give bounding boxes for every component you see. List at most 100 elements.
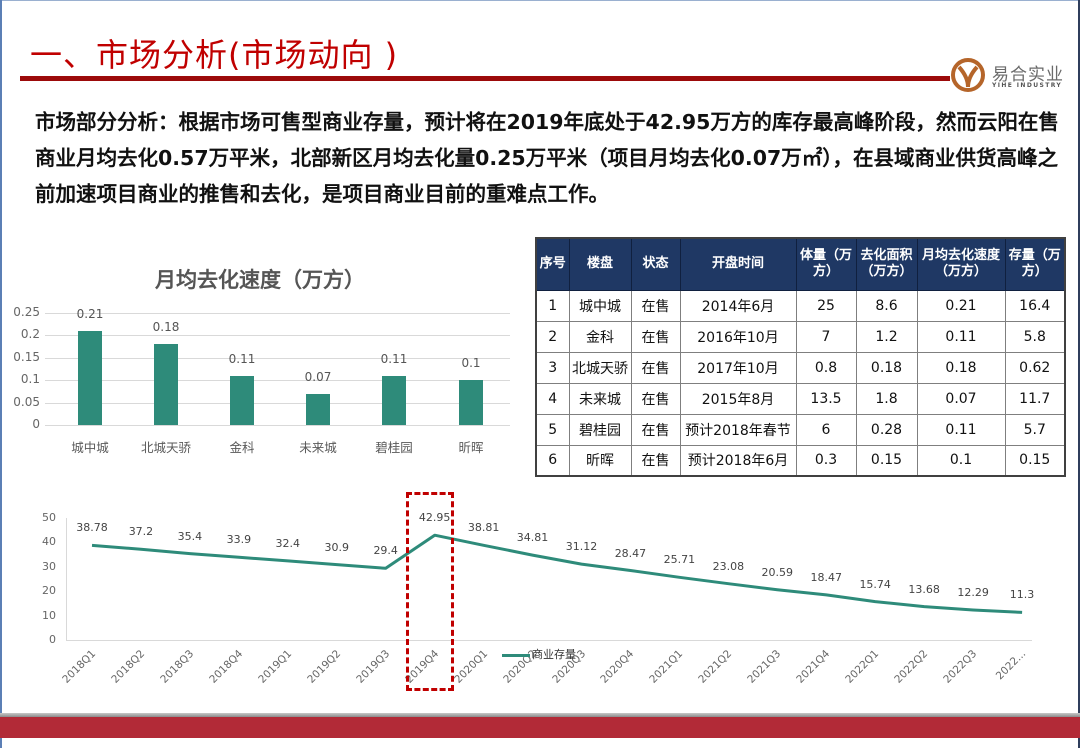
bar-value-label: 0.07	[304, 369, 332, 384]
bar-x-category: 城中城	[71, 440, 109, 455]
line-chart-legend: 商业存量	[502, 646, 576, 662]
col-header-index: 序号	[535, 237, 570, 291]
line-value-label: 37.2	[128, 525, 154, 539]
table-row: 1 城中城 在售 2014年6月 25 8.6 0.21 16.4	[535, 289, 1066, 322]
bar	[154, 344, 178, 425]
cell-volume: 0.8	[795, 351, 857, 384]
cell-sold-area: 0.28	[855, 413, 918, 446]
col-header-open-date: 开盘时间	[679, 237, 797, 291]
analysis-paragraph: 市场部分分析：根据市场可售型商业存量，预计将在2019年底处于42.95万方的库…	[35, 110, 1059, 206]
line-value-label: 15.74	[859, 577, 891, 591]
bar	[78, 330, 102, 425]
legend-line-swatch	[502, 653, 530, 657]
bar-x-category: 北城天骄	[140, 440, 191, 455]
line-value-label: 29.4	[373, 544, 398, 558]
cell-monthly-speed: 0.1	[916, 444, 1006, 477]
project-table: 序号 楼盘 状态 开盘时间 体量（万方） 去化面积（万方） 月均去化速度（万方）…	[535, 237, 1066, 477]
line-value-label: 28.47	[614, 546, 647, 560]
bar	[382, 375, 406, 425]
col-header-status: 状态	[630, 237, 681, 291]
bar-gridline	[45, 402, 510, 404]
table-header-row: 序号 楼盘 状态 开盘时间 体量（万方） 去化面积（万方） 月均去化速度（万方）…	[535, 237, 1066, 291]
cell-open-date: 2015年8月	[679, 382, 797, 415]
peak-highlight-box	[406, 492, 454, 691]
line-value-label: 38.78	[76, 521, 108, 535]
cell-volume: 25	[795, 289, 857, 322]
line-value-label: 33.9	[226, 533, 252, 547]
footer-bar	[0, 717, 1080, 738]
line-y-tick: 40	[42, 535, 56, 549]
line-value-label: 13.68	[908, 582, 940, 596]
bar-y-tick: 0.05	[13, 394, 40, 409]
cell-open-date: 2014年6月	[679, 289, 797, 322]
line-value-label: 20.59	[761, 565, 794, 579]
cell-project: 昕晖	[568, 444, 632, 477]
line-value-label: 23.08	[712, 559, 745, 573]
line-value-label: 38.81	[467, 521, 500, 535]
title-underline	[20, 76, 950, 81]
line-value-label: 25.71	[663, 553, 696, 567]
bar-y-tick: 0.2	[20, 327, 40, 342]
line-value-label: 11.3	[1009, 588, 1035, 602]
cell-status: 在售	[630, 320, 681, 353]
bar-gridline	[45, 357, 510, 359]
line-y-tick: 10	[42, 608, 56, 622]
cell-sold-area: 0.15	[855, 444, 918, 477]
line-y-tick: 0	[49, 633, 56, 646]
bar-gridline	[45, 313, 510, 314]
logo-mark-icon	[951, 58, 985, 92]
cell-project: 碧桂园	[568, 413, 632, 446]
legend-label: 商业存量	[532, 648, 576, 661]
footer-shadow	[0, 713, 1080, 717]
line-value-label: 31.12	[565, 540, 598, 554]
company-logo: 易合实业 YIHE INDUSTRY	[950, 55, 1075, 95]
cell-status: 在售	[630, 413, 681, 446]
bar-value-label: 0.11	[228, 351, 256, 366]
cell-status: 在售	[630, 444, 681, 477]
window-right-border	[1078, 0, 1080, 748]
table-row: 4 未来城 在售 2015年8月 13.5 1.8 0.07 11.7	[535, 382, 1066, 415]
line-value-label: 32.4	[275, 536, 301, 550]
table-row: 6 昕晖 在售 预计2018年6月 0.3 0.15 0.1 0.15	[535, 444, 1066, 477]
cell-index: 1	[535, 289, 570, 322]
line-y-tick: 20	[42, 584, 56, 598]
cell-index: 5	[535, 413, 570, 446]
line-value-label: 35.4	[177, 529, 203, 543]
bar-x-category: 昕晖	[458, 440, 484, 455]
cell-stock: 0.15	[1004, 444, 1066, 477]
cell-stock: 5.8	[1004, 320, 1066, 353]
window-left-border	[0, 0, 2, 748]
cell-open-date: 预计2018年6月	[679, 444, 797, 477]
page-title: 一、市场分析(市场动向 )	[30, 36, 399, 74]
cell-stock: 16.4	[1004, 289, 1066, 322]
cell-stock: 0.62	[1004, 351, 1066, 384]
bar-x-category: 未来城	[299, 440, 337, 455]
line-value-label: 30.9	[324, 540, 350, 554]
line-y-axis	[66, 518, 67, 640]
line-x-axis	[66, 640, 1032, 641]
cell-project: 未来城	[568, 382, 632, 415]
col-header-sold-area: 去化面积（万方）	[855, 237, 918, 291]
bar-y-tick: 0.15	[13, 349, 40, 364]
bar	[306, 393, 330, 425]
bar-gridline	[45, 380, 510, 382]
cell-sold-area: 8.6	[855, 289, 918, 322]
logo-name-en: YIHE INDUSTRY	[992, 82, 1063, 89]
bar-gridline	[45, 335, 510, 337]
table-row: 5 碧桂园 在售 预计2018年春节 6 0.28 0.11 5.7	[535, 413, 1066, 446]
bar-value-label: 0.11	[380, 351, 408, 366]
bar-y-tick: 0.1	[20, 372, 40, 387]
col-header-volume: 体量（万方）	[795, 237, 857, 291]
bar-value-label: 0.18	[152, 320, 180, 335]
bar-value-label: 0.21	[76, 306, 104, 321]
cell-project: 城中城	[568, 289, 632, 322]
bar-x-category: 碧桂园	[375, 440, 413, 455]
bar-value-label: 0.1	[461, 356, 481, 371]
bar-gridline	[45, 425, 510, 426]
line-value-label: 42.95	[418, 511, 451, 525]
line-y-tick: 30	[42, 559, 56, 573]
bar-x-category: 金科	[229, 440, 255, 455]
line-y-tick: 50	[42, 511, 56, 524]
cell-index: 6	[535, 444, 570, 477]
